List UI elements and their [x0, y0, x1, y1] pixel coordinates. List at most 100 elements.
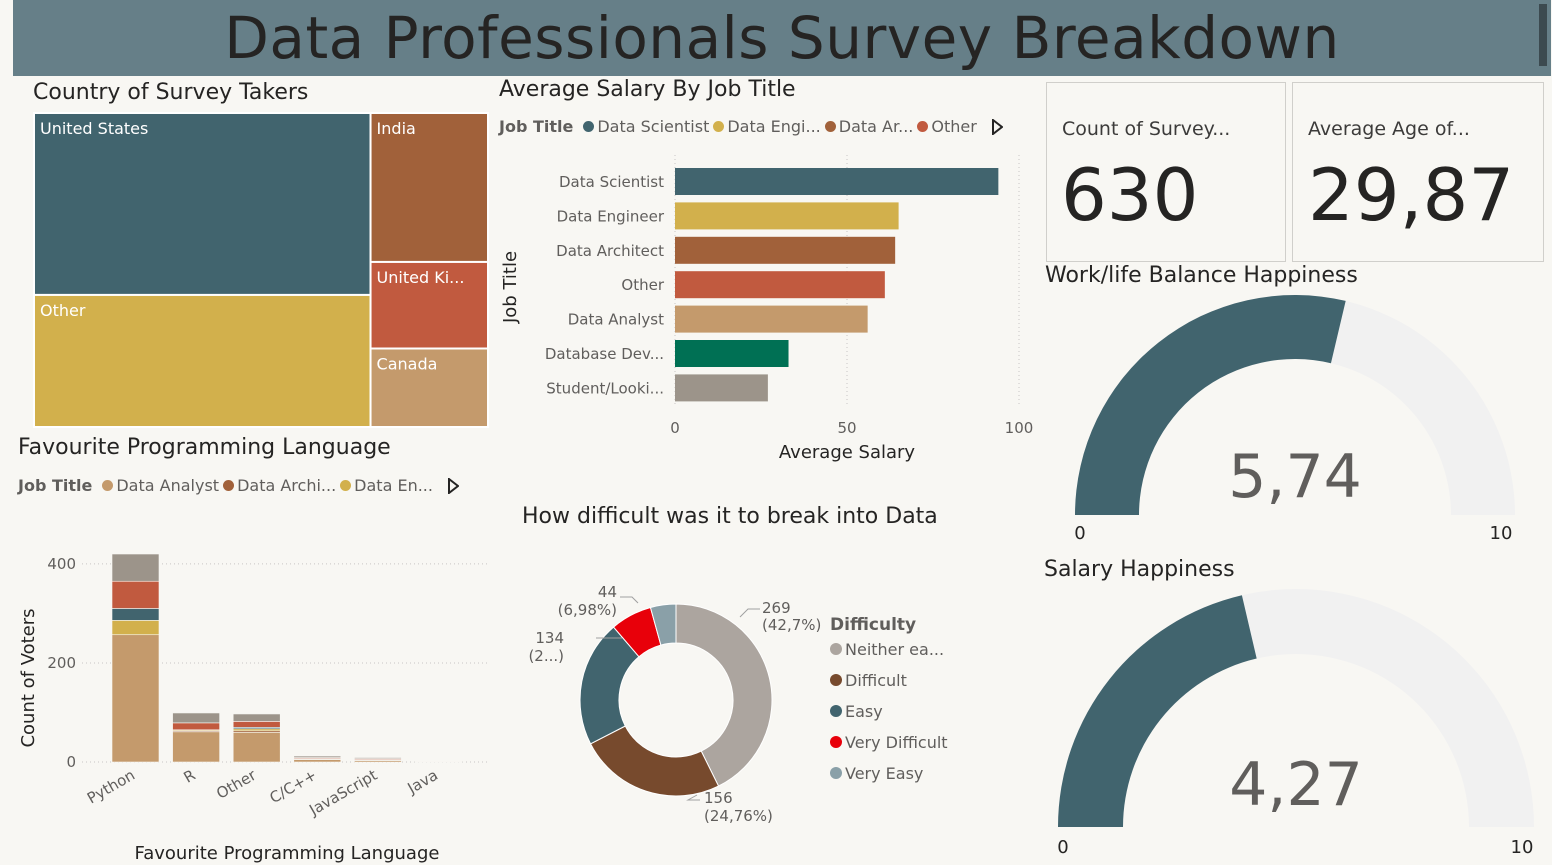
- stacked-bar-segment[interactable]: [111, 580, 160, 609]
- category-label: Student/Looki...: [546, 379, 664, 397]
- treemap-label: India: [377, 119, 416, 138]
- legend-item: Very Difficult: [845, 733, 948, 752]
- category-label: Java: [404, 766, 441, 798]
- legend-item: Data Archi...: [237, 476, 337, 495]
- donut-legend-title: Difficulty: [830, 615, 916, 635]
- count-card: Count of Survey... 630: [1046, 82, 1286, 262]
- gauge-min: 0: [1074, 523, 1085, 544]
- salary-bar[interactable]: [675, 340, 789, 367]
- age-card-value: 29,87: [1308, 153, 1515, 237]
- gauge-max: 10: [1511, 837, 1534, 858]
- donut-label-value: 156: [704, 789, 733, 807]
- stacked-bar-segment[interactable]: [172, 722, 220, 731]
- treemap-label: United States: [40, 119, 148, 138]
- donut-slice[interactable]: [589, 725, 720, 797]
- donut-slice[interactable]: [649, 603, 677, 646]
- salary-bar[interactable]: [675, 305, 868, 333]
- legend-dot: [583, 121, 595, 132]
- legend-item: Very Easy: [845, 764, 923, 783]
- stacked-bar-segment[interactable]: [172, 731, 220, 763]
- donut-title: How difficult was it to break into Data: [522, 504, 938, 529]
- salary-bar[interactable]: [675, 202, 899, 230]
- donut-label-value: 269: [762, 599, 791, 617]
- leader-line: [686, 794, 700, 801]
- legend-dot: [340, 480, 352, 491]
- salary-bar[interactable]: [675, 374, 768, 402]
- legend-next-arrow-icon[interactable]: [447, 477, 459, 494]
- gauge-fill: [1075, 295, 1346, 515]
- category-label: Other: [213, 765, 260, 802]
- legend-dot: [102, 480, 114, 491]
- legend-dot: [830, 767, 842, 779]
- treemap-tile-other[interactable]: [33, 293, 372, 428]
- y-tick-label: 0: [66, 753, 76, 771]
- y-tick-label: 200: [47, 654, 76, 672]
- legend-item: Easy: [845, 702, 883, 721]
- salary-gauge-title: Salary Happiness: [1044, 557, 1235, 582]
- stacked-bar-segment[interactable]: [111, 608, 160, 621]
- gauge-min: 0: [1057, 837, 1068, 858]
- donut-label-pct: (6,98%): [558, 601, 617, 619]
- treemap-tile-india[interactable]: [369, 112, 489, 263]
- stacked-bar-segment[interactable]: [172, 712, 220, 724]
- avg-salary-legend: Job Title Data Scientist Data Engi... Da…: [499, 117, 1003, 136]
- stacked-bar-segment[interactable]: [111, 553, 160, 582]
- treemap-tile-united-states[interactable]: [33, 112, 372, 296]
- salary-bar[interactable]: [675, 236, 896, 264]
- count-card-label: Count of Survey...: [1062, 118, 1231, 140]
- y-axis-title: Count of Voters: [18, 608, 39, 747]
- stacked-bar-segment[interactable]: [354, 757, 402, 759]
- donut-chart: 269 (42,7%) 156 (24,76%) 134 (2...) 44 (…: [528, 583, 948, 825]
- legend-dot: [830, 643, 842, 655]
- y-axis-title: Job Title: [500, 251, 521, 324]
- legend-item: Data En...: [354, 476, 433, 495]
- gauge-value: 4,27: [1229, 750, 1363, 820]
- salary-bar[interactable]: [675, 168, 999, 195]
- stacked-bar-segment[interactable]: [293, 755, 342, 758]
- salary-bar[interactable]: [675, 271, 885, 299]
- donut-label-pct: (24,76%): [704, 807, 773, 825]
- salary-gauge: 4,27 0 10: [1057, 589, 1534, 858]
- fav-lang-title: Favourite Programming Language: [18, 435, 391, 460]
- stacked-bar-segment[interactable]: [232, 721, 281, 728]
- treemap-tile-united-kingdom[interactable]: [369, 260, 489, 350]
- x-tick-label: 50: [837, 419, 856, 437]
- legend-item: Data Analyst: [116, 476, 220, 495]
- treemap-title: Country of Survey Takers: [33, 80, 309, 105]
- category-label: JavaScript: [305, 766, 380, 820]
- gauge-max: 10: [1490, 523, 1513, 544]
- treemap-tile-canada[interactable]: [369, 347, 489, 428]
- avg-salary-title: Average Salary By Job Title: [499, 77, 796, 102]
- leader-line: [739, 608, 760, 618]
- legend-item: Difficult: [845, 671, 907, 690]
- legend-item: Other: [931, 117, 977, 136]
- stacked-bar-segment[interactable]: [232, 713, 281, 722]
- legend-item: Neither ea...: [845, 640, 944, 659]
- wlb-gauge: 5,74 0 10: [1074, 295, 1515, 544]
- legend-dot: [830, 674, 842, 686]
- category-label: Python: [84, 766, 138, 808]
- count-card-value: 630: [1061, 153, 1199, 237]
- stacked-bar-segment[interactable]: [111, 634, 160, 763]
- legend-next-arrow-icon[interactable]: [991, 118, 1003, 135]
- legend-title: Job Title: [18, 476, 93, 495]
- age-card-label: Average Age of...: [1308, 118, 1470, 140]
- page-title: Data Professionals Survey Breakdown: [224, 4, 1340, 72]
- donut-label-value: 134: [535, 629, 564, 647]
- gauge-value: 5,74: [1228, 442, 1362, 512]
- category-label: Data Engineer: [557, 207, 665, 225]
- legend-dot: [917, 121, 929, 132]
- legend-item: Data Engi...: [727, 117, 821, 136]
- stacked-bar-segment[interactable]: [111, 620, 160, 636]
- donut-label-pct: (42,7%): [762, 616, 821, 634]
- y-tick-label: 400: [47, 555, 76, 573]
- treemap-label: Other: [40, 301, 86, 320]
- title-accent: [1539, 4, 1547, 66]
- stacked-bar-segment[interactable]: [232, 731, 281, 763]
- stacked-bar-segment[interactable]: [293, 759, 342, 763]
- legend-item: Data Scientist: [597, 117, 710, 136]
- gauge-fill: [1058, 595, 1257, 827]
- title-bar: Data Professionals Survey Breakdown: [13, 0, 1551, 76]
- donut-slice[interactable]: [675, 603, 773, 787]
- legend-dot: [830, 705, 842, 717]
